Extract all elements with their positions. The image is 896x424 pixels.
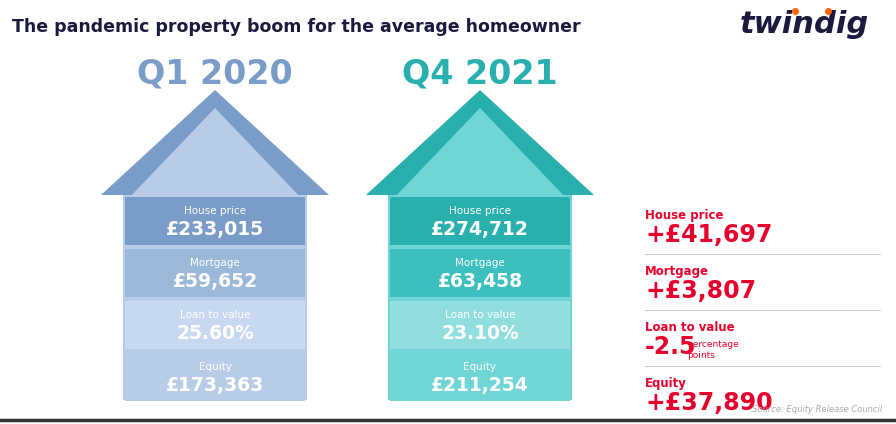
Text: +£41,697: +£41,697 — [645, 223, 772, 247]
Text: £274,712: £274,712 — [431, 220, 529, 239]
Text: £63,458: £63,458 — [437, 272, 522, 291]
Text: Equity: Equity — [645, 377, 687, 390]
Text: Q4 2021: Q4 2021 — [402, 58, 558, 91]
FancyBboxPatch shape — [390, 301, 570, 349]
Polygon shape — [392, 108, 568, 200]
Text: Loan to value: Loan to value — [444, 310, 515, 321]
Text: +£3,807: +£3,807 — [645, 279, 756, 303]
Text: £173,363: £173,363 — [166, 376, 264, 395]
Text: Loan to value: Loan to value — [645, 321, 735, 334]
Polygon shape — [101, 90, 329, 195]
FancyBboxPatch shape — [388, 195, 572, 400]
FancyBboxPatch shape — [125, 249, 305, 297]
Polygon shape — [366, 90, 594, 195]
Text: Equity: Equity — [199, 363, 231, 372]
FancyBboxPatch shape — [250, 168, 266, 200]
Polygon shape — [127, 108, 303, 200]
FancyBboxPatch shape — [125, 197, 305, 245]
Text: House price: House price — [645, 209, 723, 222]
Text: £211,254: £211,254 — [431, 376, 529, 395]
Text: Mortgage: Mortgage — [190, 258, 240, 268]
Text: Mortgage: Mortgage — [645, 265, 709, 278]
Text: -2.5: -2.5 — [645, 335, 696, 359]
Text: Source: Equity Release Council: Source: Equity Release Council — [752, 405, 882, 414]
FancyBboxPatch shape — [125, 301, 305, 349]
Text: twindig: twindig — [740, 10, 869, 39]
Text: House price: House price — [449, 206, 511, 216]
FancyBboxPatch shape — [390, 197, 570, 245]
Text: The pandemic property boom for the average homeowner: The pandemic property boom for the avera… — [12, 18, 581, 36]
FancyBboxPatch shape — [123, 195, 307, 400]
Text: percentage
points: percentage points — [687, 340, 738, 360]
Text: Equity: Equity — [463, 363, 496, 372]
FancyBboxPatch shape — [390, 249, 570, 297]
Text: +£37,890: +£37,890 — [645, 391, 772, 415]
Text: Loan to value: Loan to value — [180, 310, 250, 321]
FancyBboxPatch shape — [515, 168, 531, 200]
Text: Q1 2020: Q1 2020 — [137, 58, 293, 91]
Text: House price: House price — [184, 206, 246, 216]
FancyBboxPatch shape — [125, 353, 305, 401]
Text: 23.10%: 23.10% — [441, 324, 519, 343]
Text: £233,015: £233,015 — [166, 220, 264, 239]
Text: 25.60%: 25.60% — [177, 324, 254, 343]
Text: Mortgage: Mortgage — [455, 258, 504, 268]
FancyBboxPatch shape — [390, 353, 570, 401]
Text: £59,652: £59,652 — [172, 272, 257, 291]
